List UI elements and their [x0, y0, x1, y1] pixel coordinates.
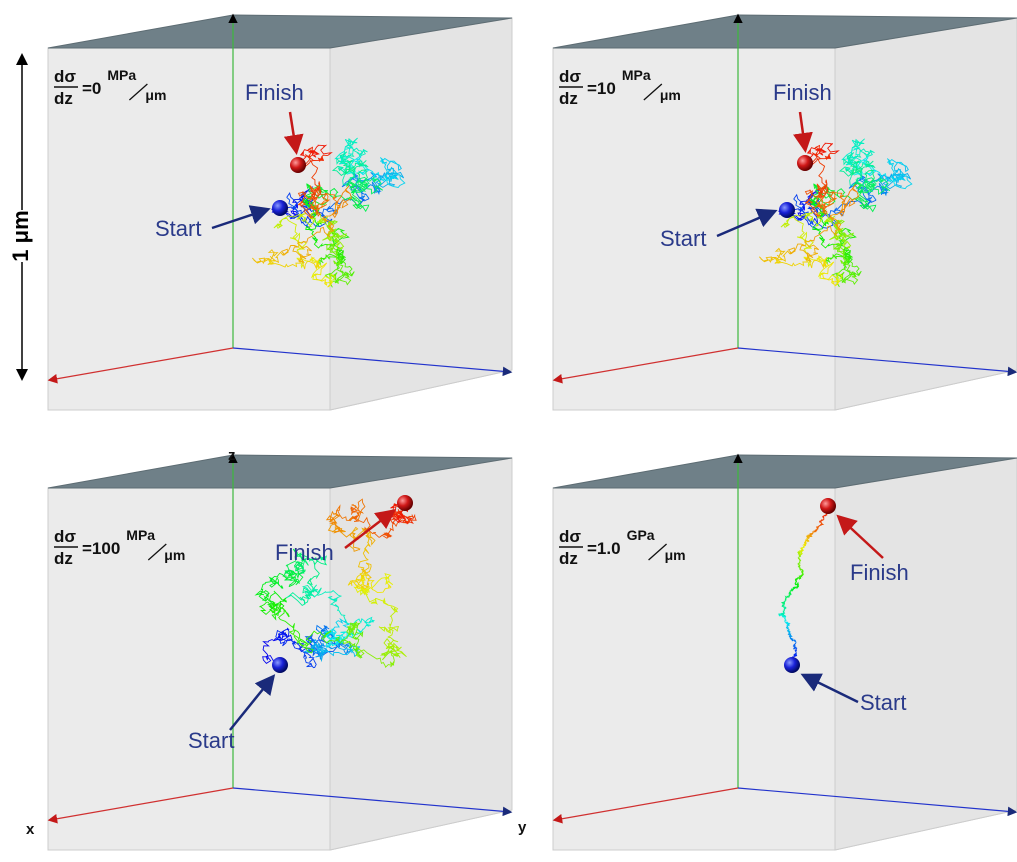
denominator: dz: [559, 549, 578, 568]
finish-sphere: [820, 498, 836, 514]
per-unit: μm: [164, 547, 185, 563]
finish-label: Finish: [275, 540, 334, 565]
finish-sphere: [797, 155, 813, 171]
finish-label: Finish: [245, 80, 304, 105]
numerator: dσ: [559, 67, 581, 86]
gradient-value: =10: [587, 79, 616, 98]
start-label: Start: [860, 690, 906, 715]
unit: GPa: [627, 527, 655, 543]
unit: MPa: [126, 527, 155, 543]
finish-label: Finish: [773, 80, 832, 105]
box-right: [835, 458, 1017, 850]
unit: MPa: [107, 67, 136, 83]
start-label: Start: [155, 216, 201, 241]
start-label: Start: [188, 728, 234, 753]
scale-label: 1 μm: [8, 210, 33, 261]
start-sphere: [272, 657, 288, 673]
per-unit: μm: [145, 87, 166, 103]
numerator: dσ: [559, 527, 581, 546]
panel: Finish Start dσ dz =10 MPaμm: [553, 15, 1017, 410]
finish-sphere: [290, 157, 306, 173]
box-right: [835, 18, 1017, 410]
panel: Finish Start dσ dz =100 MPaμm: [48, 455, 512, 850]
per-unit: μm: [665, 547, 686, 563]
start-sphere: [779, 202, 795, 218]
finish-sphere: [397, 495, 413, 511]
denominator: dz: [54, 89, 73, 108]
denominator: dz: [54, 549, 73, 568]
start-sphere: [272, 200, 288, 216]
panel: Finish Start dσ dz =0 MPaμm: [48, 15, 512, 410]
per-unit: μm: [660, 87, 681, 103]
denominator: dz: [559, 89, 578, 108]
start-label: Start: [660, 226, 706, 251]
gradient-value: =0: [82, 79, 101, 98]
numerator: dσ: [54, 527, 76, 546]
gradient-value: =100: [82, 539, 120, 558]
numerator: dσ: [54, 67, 76, 86]
y-axis-label: y: [518, 819, 527, 836]
x-axis-label: x: [26, 821, 35, 838]
figure: FinishStartdσdz=0MPaμmFinishStartdσdz=10…: [0, 0, 1017, 862]
unit: MPa: [622, 67, 651, 83]
finish-label: Finish: [850, 560, 909, 585]
z-axis-label: z: [228, 447, 236, 464]
start-sphere: [784, 657, 800, 673]
gradient-value: =1.0: [587, 539, 621, 558]
box-right: [330, 18, 512, 410]
